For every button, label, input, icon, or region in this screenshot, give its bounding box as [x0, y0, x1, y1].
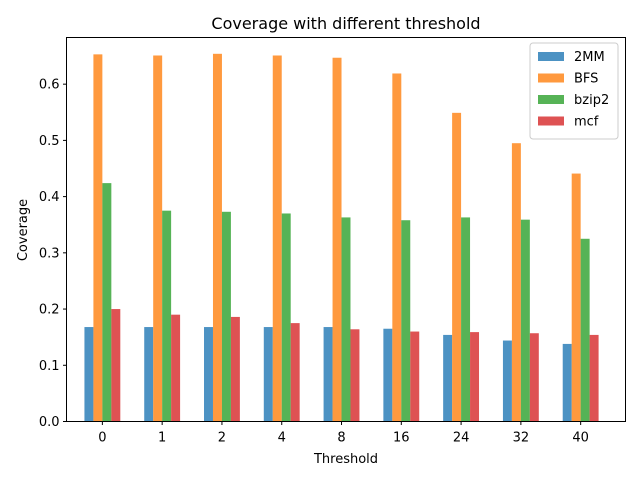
bar-bzip2-2 [221, 211, 231, 422]
series-bzip2 [102, 183, 590, 422]
legend-swatch [538, 116, 564, 126]
series-2MM [84, 327, 572, 422]
y-tick-label: 0.1 [39, 359, 60, 374]
legend-label: mcf [574, 115, 599, 130]
x-tick-label: 8 [337, 431, 345, 446]
chart-title: Coverage with different threshold [211, 14, 480, 33]
bar-mcf-40 [589, 334, 599, 422]
legend-label: BFS [574, 72, 598, 87]
bar-BFS-8 [332, 57, 342, 422]
bar-bzip2-32 [520, 219, 530, 422]
bar-2MM-40 [562, 343, 572, 422]
bar-mcf-24 [470, 332, 480, 422]
x-tick-label: 2 [218, 431, 226, 446]
bar-mcf-16 [410, 331, 420, 422]
x-tick-label: 0 [98, 431, 106, 446]
x-tick-label: 40 [572, 431, 589, 446]
bar-bzip2-0 [102, 183, 112, 422]
legend-item-2MM: 2MM [538, 50, 605, 65]
legend-item-mcf: mcf [538, 115, 599, 130]
legend-box [529, 42, 619, 140]
bars-group [84, 53, 599, 422]
x-tick-label: 32 [513, 431, 530, 446]
x-tick-label: 1 [158, 431, 166, 446]
bar-mcf-4 [290, 323, 300, 422]
bar-2MM-4 [263, 327, 273, 422]
y-tick-label: 0.4 [39, 190, 60, 205]
bar-BFS-16 [392, 73, 402, 422]
bar-mcf-0 [111, 309, 121, 422]
bar-2MM-0 [84, 327, 94, 422]
x-tick-label: 24 [453, 431, 470, 446]
bar-BFS-40 [571, 173, 581, 422]
series-mcf [111, 309, 599, 422]
bar-2MM-32 [502, 340, 512, 422]
bar-bzip2-24 [461, 217, 471, 422]
legend-label: bzip2 [574, 93, 609, 108]
y-tick-label: 0.6 [39, 78, 60, 93]
x-axis-label: Threshold [313, 452, 378, 467]
y-tick-label: 0.3 [39, 246, 60, 261]
bar-2MM-2 [204, 327, 213, 422]
bar-BFS-24 [452, 112, 462, 422]
bar-BFS-2 [212, 53, 222, 422]
bar-2MM-8 [323, 327, 333, 422]
series-BFS [93, 53, 581, 422]
bar-bzip2-16 [401, 220, 411, 422]
y-axis-label: Coverage [16, 199, 31, 261]
legend-swatch [538, 95, 564, 104]
plot-frame [66, 37, 626, 422]
legend: 2MM BFS bzip2 mcf [529, 42, 619, 140]
y-tick-label: 0.0 [39, 415, 60, 430]
bar-mcf-1 [171, 314, 181, 422]
legend-label: 2MM [574, 50, 605, 65]
y-axis: 0.0 0.1 0.2 0.3 0.4 0.5 0.6 [39, 78, 67, 430]
legend-item-BFS: BFS [538, 72, 598, 87]
bar-BFS-32 [511, 143, 521, 422]
x-axis: 0 1 2 4 8 16 24 32 40 [98, 421, 589, 446]
bar-bzip2-40 [580, 238, 590, 422]
bar-BFS-0 [93, 54, 103, 422]
y-tick-label: 0.2 [39, 303, 60, 318]
bar-2MM-16 [383, 328, 393, 422]
bar-bzip2-1 [162, 210, 172, 422]
x-tick-label: 4 [278, 431, 286, 446]
bar-2MM-24 [443, 334, 453, 422]
bar-BFS-1 [153, 55, 163, 422]
legend-swatch [538, 73, 564, 83]
bar-2MM-1 [144, 327, 154, 422]
bar-mcf-32 [529, 333, 539, 422]
legend-item-bzip2: bzip2 [538, 93, 609, 108]
bar-bzip2-8 [341, 217, 351, 422]
bar-mcf-8 [350, 329, 360, 422]
legend-swatch [538, 52, 564, 61]
bar-bzip2-4 [281, 213, 291, 422]
bar-mcf-2 [230, 316, 240, 422]
bar-BFS-4 [272, 55, 282, 422]
y-tick-label: 0.5 [39, 134, 60, 149]
x-tick-label: 16 [393, 431, 410, 446]
